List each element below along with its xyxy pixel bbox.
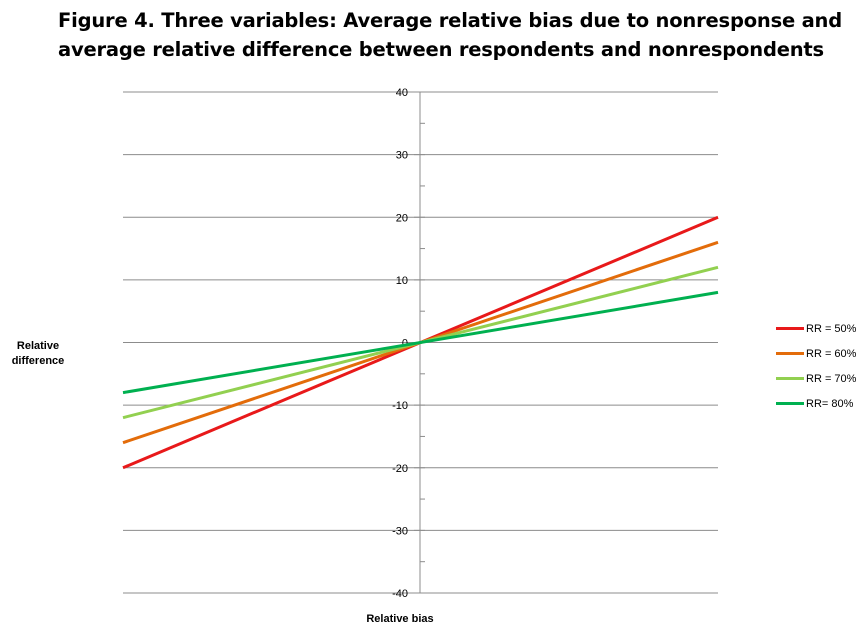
y-tick-label: 40 — [396, 87, 408, 99]
legend-swatch — [776, 377, 804, 380]
y-tick-label: -20 — [392, 463, 408, 475]
legend-item: RR= 80% — [776, 391, 856, 416]
legend-swatch — [776, 352, 804, 355]
legend-item: RR = 50% — [776, 316, 856, 341]
legend-item: RR = 60% — [776, 341, 856, 366]
y-axis-label: Relative difference — [11, 340, 65, 367]
legend-label: RR = 50% — [806, 322, 857, 335]
y-tick-label: 20 — [396, 212, 408, 224]
y-tick-label: -10 — [392, 400, 408, 412]
chart-legend: RR = 50% RR = 60% RR = 70% RR= 80% — [776, 316, 856, 416]
legend-label: RR = 70% — [806, 372, 857, 385]
x-axis-label: Relative bias — [366, 613, 434, 625]
y-tick-label: 0 — [402, 338, 408, 350]
chart-title: Figure 4. Three variables: Average relat… — [58, 6, 858, 64]
series-line-4 — [122, 290, 719, 395]
legend-label: RR= 80% — [806, 397, 854, 410]
y-tick-label: 10 — [396, 275, 408, 287]
y-tick-label: -30 — [392, 525, 408, 537]
legend-item: RR = 70% — [776, 366, 856, 391]
legend-swatch — [776, 327, 804, 330]
y-tick-label: -40 — [392, 588, 408, 600]
chart-title-line-1: Figure 4. Three variables: Average relat… — [58, 9, 842, 32]
legend-swatch — [776, 402, 804, 405]
legend-label: RR = 60% — [806, 347, 857, 360]
y-tick-label: 30 — [396, 150, 408, 162]
chart-title-line-2: average relative difference between resp… — [58, 38, 824, 61]
